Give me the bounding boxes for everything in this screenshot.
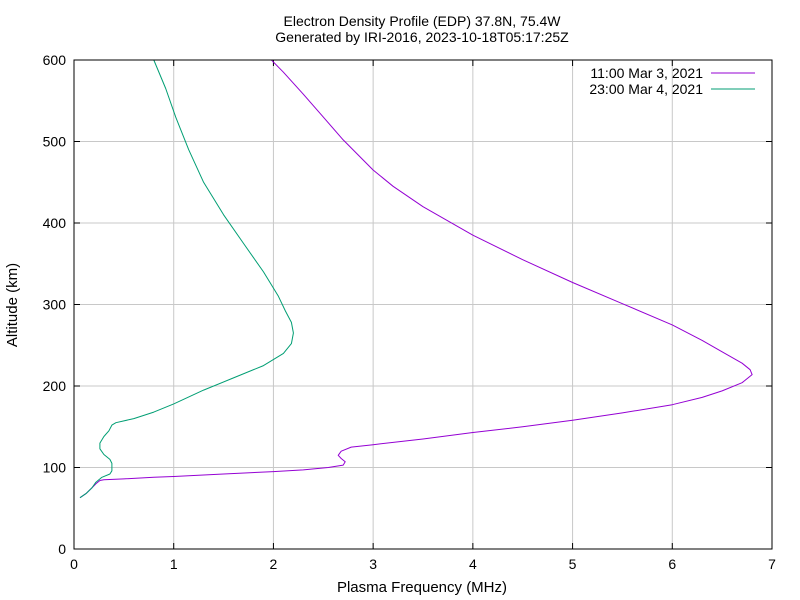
y-axis-label: Altitude (km) bbox=[4, 263, 21, 347]
series-line-1 bbox=[79, 59, 753, 499]
y-tick-label: 300 bbox=[43, 297, 67, 313]
y-tick-label: 600 bbox=[43, 52, 67, 68]
chart-title: Electron Density Profile (EDP) 37.8N, 75… bbox=[284, 13, 562, 29]
x-tick-label: 5 bbox=[569, 556, 577, 572]
x-tick-label: 0 bbox=[70, 556, 78, 572]
x-tick-label: 6 bbox=[668, 556, 676, 572]
y-tick-label: 100 bbox=[43, 460, 67, 476]
y-tick-label: 200 bbox=[43, 378, 67, 394]
grid-lines bbox=[74, 60, 772, 549]
series-line-2 bbox=[79, 59, 294, 499]
axis-ticks: 0 1 2 3 4 5 6 7 0 100 200 300 400 500 600 bbox=[43, 52, 776, 572]
x-tick-label: 4 bbox=[469, 556, 477, 572]
x-tick-label: 7 bbox=[768, 556, 776, 572]
x-axis-label: Plasma Frequency (MHz) bbox=[337, 579, 507, 596]
y-tick-label: 400 bbox=[43, 215, 67, 231]
legend-label-2: 23:00 Mar 4, 2021 bbox=[589, 81, 703, 97]
x-tick-label: 1 bbox=[170, 556, 178, 572]
y-tick-label: 0 bbox=[58, 541, 66, 557]
legend-label-1: 11:00 Mar 3, 2021 bbox=[590, 65, 703, 81]
series-group bbox=[79, 59, 753, 499]
x-tick-label: 3 bbox=[369, 556, 377, 572]
y-tick-label: 500 bbox=[43, 134, 67, 150]
chart-subtitle: Generated by IRI-2016, 2023-10-18T05:17:… bbox=[275, 29, 569, 45]
x-tick-label: 2 bbox=[270, 556, 278, 572]
plot-frame bbox=[73, 59, 773, 550]
